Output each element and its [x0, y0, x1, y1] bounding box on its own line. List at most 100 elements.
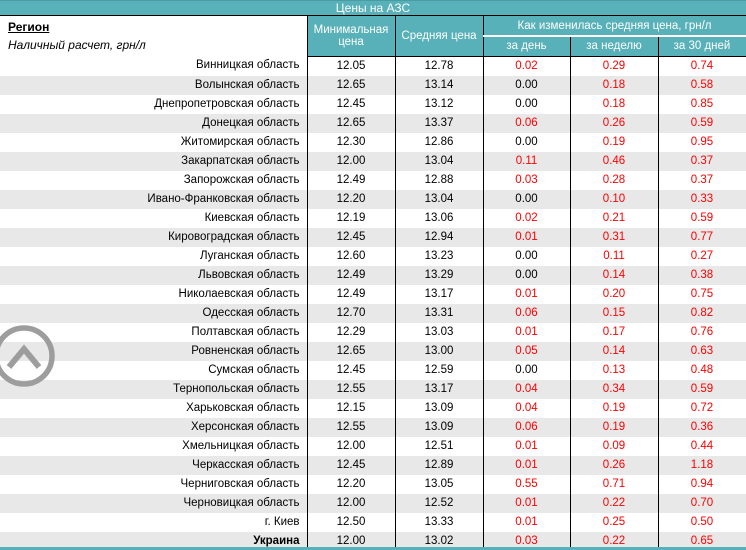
avg-price-cell: 13.05 [395, 474, 484, 494]
change-30d-cell: 0.59 [658, 379, 746, 399]
scroll-to-top-button[interactable] [0, 323, 57, 389]
region-cell: Запорожская область [0, 170, 308, 190]
avg-price-cell: 13.33 [395, 512, 484, 532]
table-row: Сумская область 12.45 12.59 0.00 0.13 0.48 [0, 360, 746, 380]
region-cell: Закарпатская область [0, 151, 308, 171]
table-row: Хмельницкая область 12.00 12.51 0.01 0.09 0.4… [0, 436, 746, 456]
avg-price-cell: 12.78 [395, 56, 484, 76]
change-day-cell: 0.06 [483, 113, 571, 133]
region-cell: Украина [0, 531, 308, 550]
table-row: Закарпатская область 12.00 13.04 0.11 0.46 0.… [0, 151, 746, 171]
avg-price-cell: 12.86 [395, 132, 484, 152]
avg-price-cell: 13.00 [395, 341, 484, 361]
change-week-cell: 0.26 [570, 455, 659, 475]
change-week-cell: 0.14 [570, 341, 659, 361]
avg-price-cell: 12.52 [395, 493, 484, 513]
table-row: Запорожская область 12.49 12.88 0.03 0.28 0.3… [0, 170, 746, 190]
change-week-cell: 0.29 [570, 56, 659, 76]
change-day-cell: 0.01 [483, 227, 571, 247]
change-30d-cell: 0.59 [658, 208, 746, 228]
avg-price-cell: 13.31 [395, 303, 484, 323]
region-cell: Хмельницкая область [0, 436, 308, 456]
change-week-cell: 0.11 [570, 246, 659, 266]
region-cell: Ивано-Франковская область [0, 189, 308, 209]
region-cell: Винницкая область [0, 56, 308, 76]
change-day-cell: 0.55 [483, 474, 571, 494]
change-week-cell: 0.31 [570, 227, 659, 247]
change-week-cell: 0.14 [570, 265, 659, 285]
change-30d-cell: 0.82 [658, 303, 746, 323]
table-row: Житомирская область 12.30 12.86 0.00 0.19 0.9… [0, 132, 746, 152]
region-cell: Харьковская область [0, 398, 308, 418]
change-day-cell: 0.06 [483, 417, 571, 437]
change-day-cell: 0.01 [483, 284, 571, 304]
change-week-cell: 0.19 [570, 417, 659, 437]
change-30d-cell: 0.59 [658, 113, 746, 133]
min-price-cell: 12.29 [307, 322, 396, 342]
change-30d-cell: 0.95 [658, 132, 746, 152]
avg-price-cell: 13.14 [395, 75, 484, 95]
change-30d-cell: 1.18 [658, 455, 746, 475]
region-cell: Черновицкая область [0, 493, 308, 513]
table-row: Львовская область 12.49 13.29 0.00 0.14 0.38 [0, 265, 746, 285]
change-week-cell: 0.13 [570, 360, 659, 380]
region-cell: Черниговская область [0, 474, 308, 494]
min-price-cell: 12.45 [307, 455, 396, 475]
avg-price-cell: 13.17 [395, 284, 484, 304]
change-30d-column-header: за 30 дней [657, 36, 746, 57]
change-week-cell: 0.19 [570, 132, 659, 152]
region-cell: Днепропетровская область [0, 94, 308, 114]
change-30d-cell: 0.70 [658, 493, 746, 513]
table-row: г. Киев 12.50 13.33 0.01 0.25 0.50 [0, 512, 746, 532]
region-column-header: Регион Наличный расчет, грн/л [0, 16, 308, 56]
avg-price-cell: 13.03 [395, 322, 484, 342]
region-cell: Тернопольская область [0, 379, 308, 399]
avg-price-cell: 12.89 [395, 455, 484, 475]
min-price-cell: 12.00 [307, 436, 396, 456]
change-week-cell: 0.25 [570, 512, 659, 532]
avg-price-cell: 13.12 [395, 94, 484, 114]
change-30d-cell: 0.38 [658, 265, 746, 285]
change-day-cell: 0.01 [483, 493, 571, 513]
change-week-cell: 0.46 [570, 151, 659, 171]
min-price-cell: 12.49 [307, 284, 396, 304]
region-cell: Херсонская область [0, 417, 308, 437]
change-30d-cell: 0.48 [658, 360, 746, 380]
change-30d-cell: 0.37 [658, 151, 746, 171]
min-price-cell: 12.45 [307, 94, 396, 114]
min-price-cell: 12.65 [307, 75, 396, 95]
min-price-cell: 12.05 [307, 56, 396, 76]
change-30d-cell: 0.94 [658, 474, 746, 494]
avg-price-cell: 13.23 [395, 246, 484, 266]
change-week-cell: 0.21 [570, 208, 659, 228]
min-price-cell: 12.55 [307, 379, 396, 399]
change-day-cell: 0.01 [483, 322, 571, 342]
change-week-cell: 0.18 [570, 94, 659, 114]
change-week-cell: 0.17 [570, 322, 659, 342]
min-price-cell: 12.55 [307, 417, 396, 437]
table-row: Винницкая область 12.05 12.78 0.02 0.29 0.74 [0, 56, 746, 76]
region-cell: г. Киев [0, 512, 308, 532]
table-row: Тернопольская область 12.55 13.17 0.04 0.34 0… [0, 379, 746, 399]
table-row: Николаевская область 12.49 13.17 0.01 0.20 0.… [0, 284, 746, 304]
change-day-cell: 0.04 [483, 379, 571, 399]
region-cell: Сумская область [0, 360, 308, 380]
min-price-column-header: Минимальная цена [306, 16, 396, 57]
change-day-cell: 0.02 [483, 56, 571, 76]
avg-price-cell: 13.37 [395, 113, 484, 133]
change-day-cell: 0.00 [483, 265, 571, 285]
change-30d-cell: 0.65 [658, 531, 746, 550]
avg-price-column-header: Средняя цена [394, 16, 484, 57]
min-price-cell: 12.65 [307, 341, 396, 361]
region-cell: Ровненская область [0, 341, 308, 361]
avg-price-cell: 13.04 [395, 151, 484, 171]
min-price-cell: 12.45 [307, 360, 396, 380]
region-cell: Николаевская область [0, 284, 308, 304]
change-day-cell: 0.06 [483, 303, 571, 323]
min-price-cell: 12.65 [307, 113, 396, 133]
change-30d-cell: 0.72 [658, 398, 746, 418]
change-week-cell: 0.20 [570, 284, 659, 304]
change-group-header: Как изменилась средняя цена, грн/л [482, 16, 746, 37]
change-day-cell: 0.05 [483, 341, 571, 361]
